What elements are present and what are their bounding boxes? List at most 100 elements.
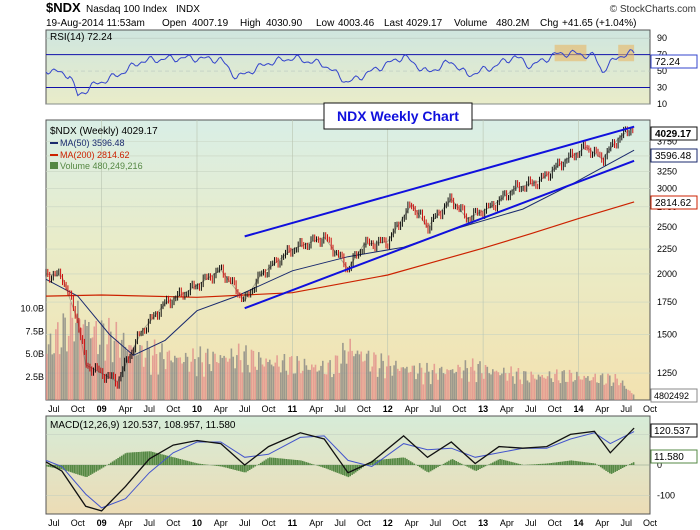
macd-hist-bar bbox=[450, 459, 452, 465]
macd-hist-bar bbox=[142, 451, 145, 465]
macd-hist-bar bbox=[119, 456, 121, 465]
macd-hist-bar bbox=[588, 462, 591, 465]
volume-bar bbox=[590, 380, 593, 400]
x-tick-label: 13 bbox=[478, 404, 488, 414]
x-tick-label: Oct bbox=[643, 518, 658, 528]
macd-hist-bar bbox=[159, 453, 161, 465]
volume-bar bbox=[155, 354, 158, 400]
volume-bar bbox=[550, 378, 553, 400]
volume-bar bbox=[192, 348, 194, 400]
volume-bar bbox=[605, 383, 607, 400]
macd-hist-bar bbox=[285, 459, 288, 465]
x-tick-label: 10 bbox=[192, 404, 202, 414]
macd-hist-bar bbox=[587, 462, 589, 465]
volume-bar bbox=[625, 388, 627, 400]
volume-bar bbox=[535, 379, 538, 400]
volume-bar bbox=[464, 360, 467, 400]
volume-bar bbox=[428, 371, 430, 400]
macd-hist-bar bbox=[342, 465, 344, 475]
macd-hist-bar bbox=[530, 464, 532, 465]
x-tick-label: Oct bbox=[643, 404, 658, 414]
volume-bar bbox=[252, 350, 255, 400]
macd-hist-bar bbox=[566, 460, 569, 465]
macd-hist-bar bbox=[126, 452, 128, 465]
volume-bar bbox=[141, 345, 143, 400]
volume-bar bbox=[303, 358, 306, 400]
macd-hist-bar bbox=[322, 465, 324, 468]
legend-price: $NDX (Weekly) 4029.17 bbox=[50, 126, 158, 137]
price-ticks: 3750350032503000275025002250200017501500… bbox=[657, 136, 677, 378]
x-tick-label: Oct bbox=[452, 404, 467, 414]
macd-hist-bar bbox=[316, 465, 319, 466]
x-tick-label: Jul bbox=[620, 404, 632, 414]
x-tick-label: Apr bbox=[118, 404, 132, 414]
macd-hist-bar bbox=[433, 465, 436, 470]
macd-hist-bar bbox=[86, 465, 88, 477]
rsi-tick: 10 bbox=[657, 99, 667, 109]
macd-hist-bar bbox=[66, 465, 68, 471]
price-tick: 1250 bbox=[657, 368, 677, 378]
volume-bar bbox=[420, 367, 423, 400]
macd-hist-bar bbox=[610, 465, 613, 474]
volume-bar bbox=[439, 368, 441, 400]
volume-bar bbox=[210, 371, 213, 400]
price-tick: 1500 bbox=[657, 330, 677, 340]
macd-hist-bar bbox=[287, 459, 289, 465]
volume-bar bbox=[280, 372, 282, 400]
macd-hist-bar bbox=[227, 465, 229, 469]
macd-hist-bar bbox=[556, 462, 558, 465]
x-axis-labels-bottom: Jul Oct 09 Apr Jul Oct 10 Apr Jul Oct 11 Apr Jul Oct 1… bbox=[48, 518, 657, 528]
volume-bar bbox=[117, 340, 119, 400]
volume-bar bbox=[621, 380, 624, 400]
volume-bar bbox=[579, 379, 582, 400]
macd-hist-bar bbox=[577, 461, 580, 465]
volume-bar bbox=[546, 376, 549, 400]
volume-bar bbox=[422, 384, 425, 400]
x-tick-label: Oct bbox=[166, 518, 181, 528]
macd-hist-bar bbox=[543, 463, 545, 465]
volume-bar bbox=[228, 358, 231, 400]
macd-hist-bar bbox=[623, 465, 626, 468]
macd-hist-bar bbox=[166, 455, 169, 465]
macd-hist-bar bbox=[153, 452, 156, 465]
x-tick-label: Apr bbox=[595, 518, 609, 528]
volume-bar bbox=[380, 353, 383, 400]
volume-bar bbox=[393, 365, 395, 400]
macd-hist-bar bbox=[270, 457, 273, 465]
macd-hist-bar bbox=[557, 462, 560, 465]
rsi-highlight bbox=[554, 44, 587, 62]
x-tick-label: Jul bbox=[430, 518, 442, 528]
volume-bar bbox=[572, 381, 574, 400]
macd-hist-bar bbox=[267, 458, 269, 465]
macd-hist-bar bbox=[329, 465, 331, 471]
volume-bar bbox=[89, 338, 92, 400]
date-line: 19-Aug-2014 11:53am bbox=[46, 18, 145, 29]
macd-tick: -100 bbox=[657, 491, 675, 501]
volume-bar bbox=[120, 339, 123, 400]
volume-bar bbox=[108, 317, 110, 400]
macd-hist-bar bbox=[139, 451, 141, 465]
macd-hist-bar bbox=[265, 459, 267, 465]
macd-hist-bar bbox=[460, 463, 463, 465]
volume-bar bbox=[135, 355, 138, 400]
macd-hist-bar bbox=[228, 465, 231, 469]
legend-ma200: MA(200) 2814.62 bbox=[60, 150, 130, 160]
macd-hist-bar bbox=[448, 460, 450, 465]
rsi-ticks: 9070503010 bbox=[657, 33, 667, 109]
macd-hist-bar bbox=[82, 465, 85, 477]
volume-bar bbox=[153, 339, 156, 400]
volume-bar bbox=[524, 371, 527, 400]
macd-hist-bar bbox=[629, 464, 631, 465]
volume-bar bbox=[230, 348, 233, 400]
macd-hist-bar bbox=[78, 465, 81, 476]
macd-hist-bar bbox=[57, 465, 59, 469]
volume-bar bbox=[400, 367, 403, 400]
volume-tag: 4802492 bbox=[650, 388, 698, 403]
macd-hist-bar bbox=[482, 465, 485, 468]
volume-bar bbox=[398, 370, 401, 400]
volume-bar bbox=[497, 372, 500, 400]
volume-bar bbox=[523, 371, 525, 400]
volume-bar bbox=[309, 369, 311, 400]
macd-hist-bar bbox=[219, 465, 222, 467]
volume-bar bbox=[338, 373, 341, 400]
